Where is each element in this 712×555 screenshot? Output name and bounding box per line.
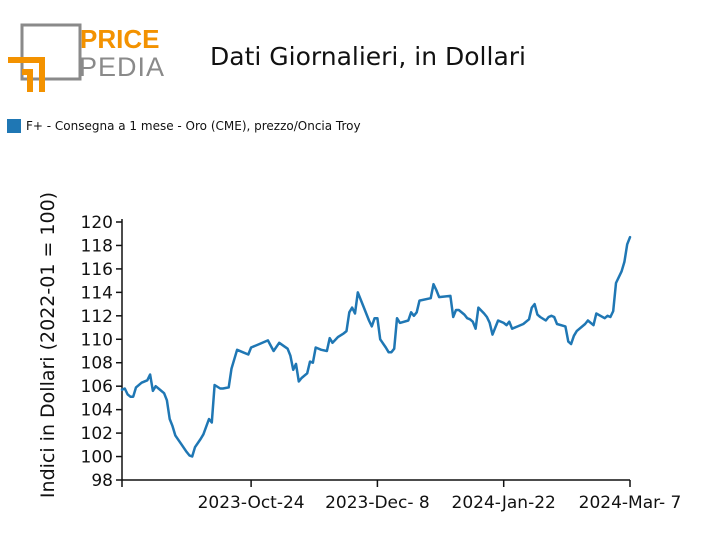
y-axis-label: Indici in Dollari (2022-01 = 100) (37, 192, 59, 498)
y-tick-label: 98 (91, 471, 113, 491)
y-tick-label: 118 (81, 236, 113, 256)
y-tick-label: 104 (81, 401, 113, 421)
legend-label: F+ - Consegna a 1 mese - Oro (CME), prez… (26, 119, 361, 133)
y-axis: 98 100 102 104 106 108 110 112 114 116 118 120 (81, 213, 123, 491)
y-tick-label: 110 (81, 330, 113, 350)
x-tick-label: 2024-Jan-22 (452, 493, 556, 513)
y-tick-label: 108 (81, 354, 113, 374)
y-tick-label: 100 (81, 448, 113, 468)
logo-gray-frame (20, 23, 82, 81)
y-tick-label: 112 (81, 307, 113, 327)
x-axis: 2023-Oct-24 2023-Dec- 8 2024-Jan-22 2024-Ma… (121, 479, 682, 513)
legend: F+ - Consegna a 1 mese - Oro (CME), prez… (7, 119, 361, 133)
y-tick-label: 116 (81, 260, 113, 280)
y-tick-label: 102 (81, 424, 113, 444)
y-tick-label: 120 (81, 213, 113, 233)
logo-text-price: PRICE (80, 24, 159, 54)
x-tick-label: 2024-Mar- 7 (579, 493, 682, 513)
y-tick-label: 114 (81, 283, 113, 303)
pricepedia-logo: PRICE PEDIA (8, 23, 165, 92)
chart-title: Dati Giornalieri, in Dollari (210, 42, 526, 71)
x-tick-label: 2023-Dec- 8 (325, 493, 430, 513)
logo-text-pedia: PEDIA (79, 52, 165, 82)
y-tick-label: 106 (81, 377, 113, 397)
series-line-gold (120, 235, 632, 458)
series-group (120, 235, 632, 458)
legend-swatch (7, 119, 21, 133)
x-tick-label: 2023-Oct-24 (198, 493, 305, 513)
logo-orange-bracket-outer (8, 57, 45, 92)
logo-orange-bracket-inner (22, 69, 33, 92)
